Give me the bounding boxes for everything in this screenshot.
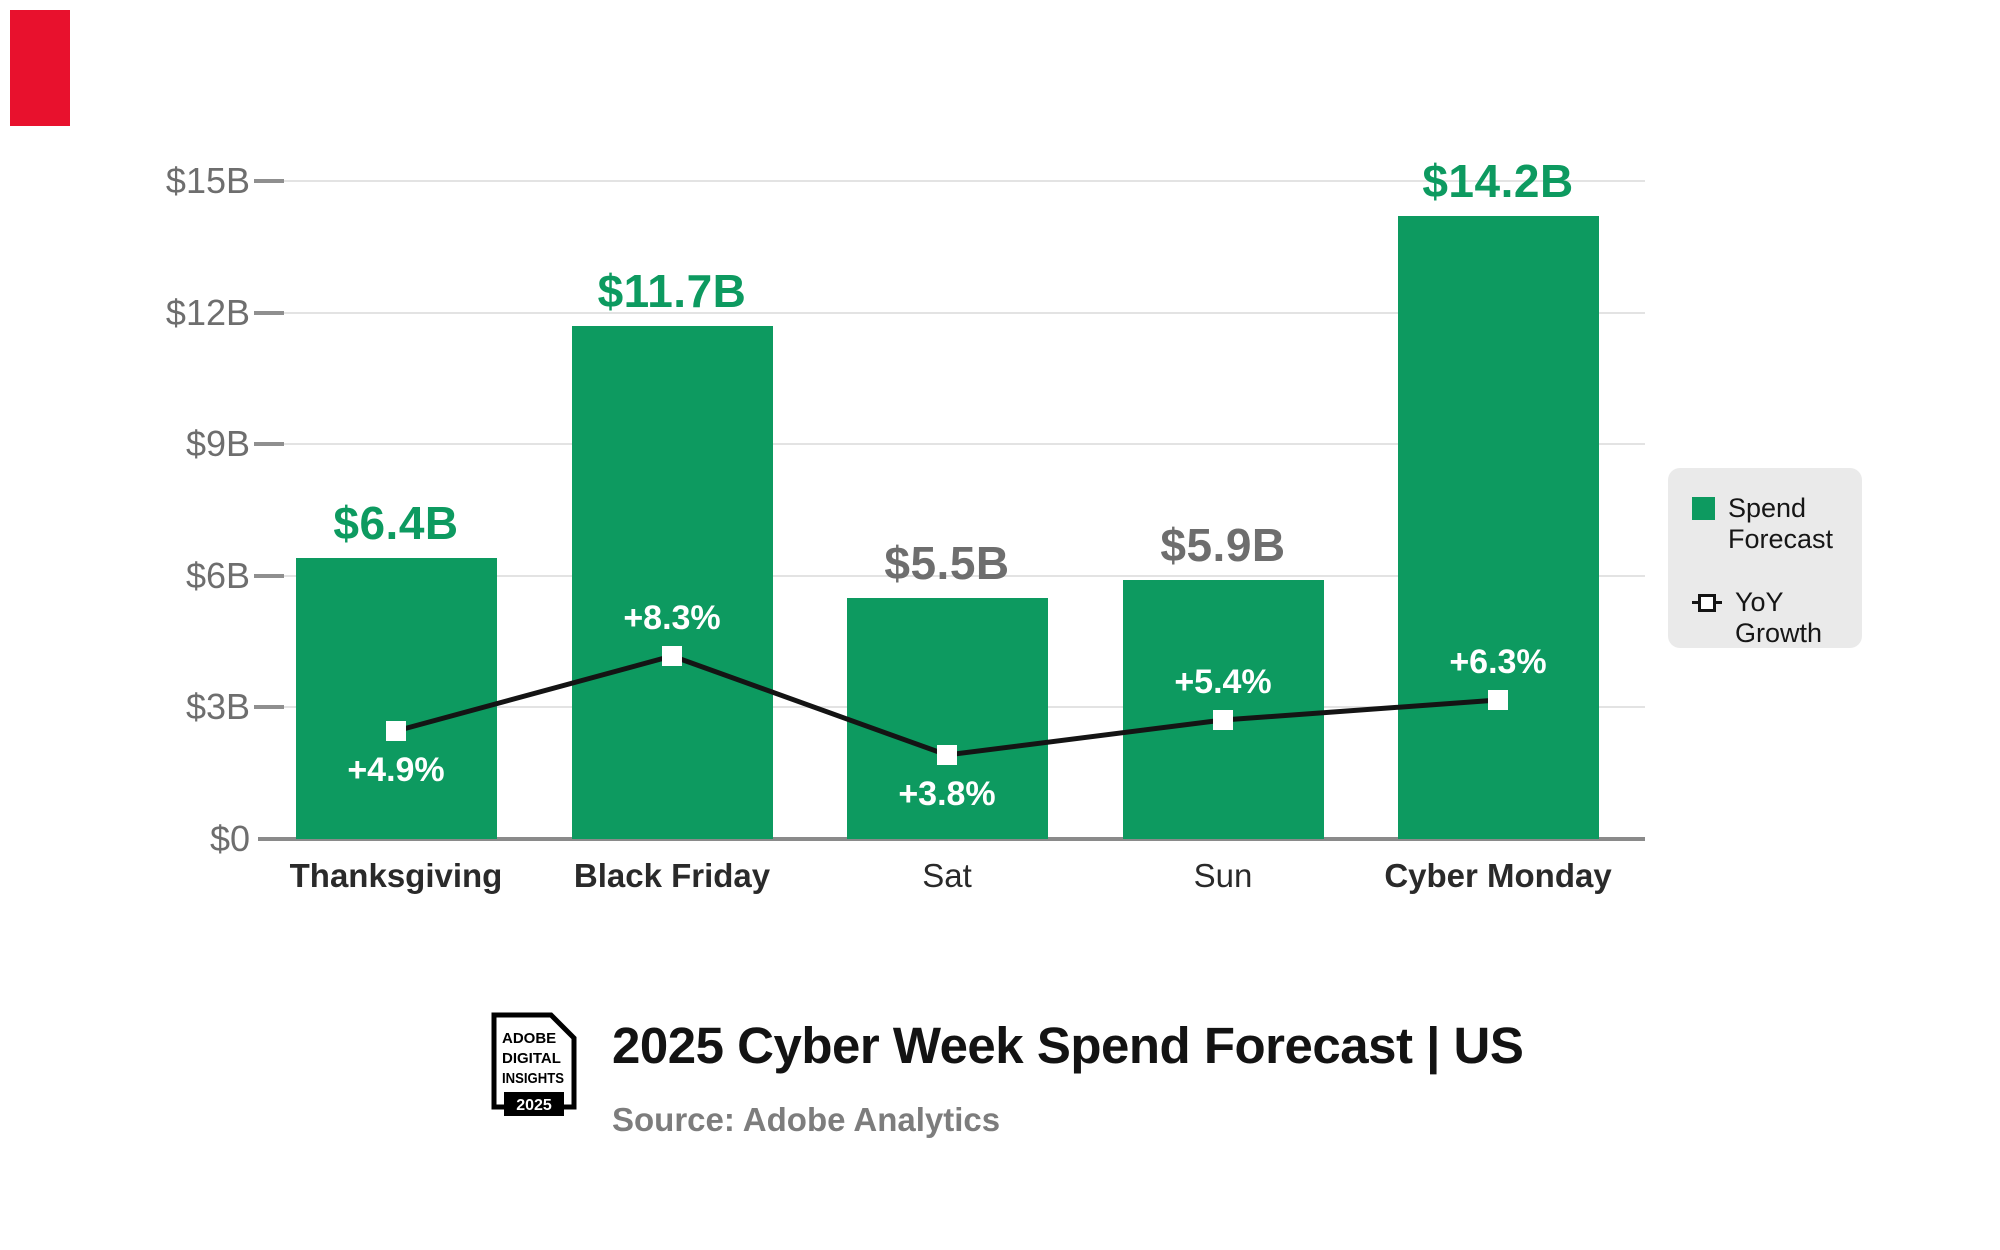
y-axis-tick (254, 311, 284, 315)
bar (296, 558, 497, 839)
yoy-marker (1488, 690, 1508, 710)
category-label: Cyber Monday (1384, 857, 1612, 894)
adobe-digital-insights-logo: ADOBE DIGITAL INSIGHTS 2025 (491, 1012, 577, 1116)
legend-item-spend-forecast: Spend Forecast (1668, 468, 1862, 555)
y-axis-tick-label: $0 (209, 818, 250, 859)
red-marker (10, 10, 70, 126)
growth-label: +4.9% (347, 751, 445, 789)
x-axis-line (258, 837, 1645, 841)
y-axis-tick (254, 442, 284, 446)
y-axis-tick-label: $6B (185, 555, 250, 596)
bar-value-label: $5.9B (1160, 519, 1286, 571)
y-axis-tick-label: $3B (185, 686, 250, 727)
bar-value-label: $11.7B (597, 265, 747, 317)
y-axis-tick (254, 705, 284, 709)
bar-value-label: $14.2B (1422, 155, 1574, 207)
growth-label: +5.4% (1174, 663, 1272, 701)
category-label: Black Friday (573, 857, 771, 894)
growth-label: +3.8% (898, 775, 996, 813)
bar (847, 598, 1048, 839)
page-title: 2025 Cyber Week Spend Forecast | US (612, 1017, 1524, 1074)
yoy-marker (386, 721, 406, 741)
yoy-square-icon (1698, 594, 1716, 612)
y-axis-tick-label: $9B (185, 423, 250, 464)
growth-label: +6.3% (1449, 643, 1547, 681)
y-axis-tick-label: $15B (165, 160, 250, 201)
category-label: Sat (922, 857, 972, 894)
category-label: Thanksgiving (289, 857, 503, 894)
grid-line (258, 443, 1645, 445)
legend-item-yoy-growth: YoY Growth (1668, 587, 1862, 649)
spend-forecast-swatch-icon (1692, 497, 1715, 520)
logo-line3: INSIGHTS (502, 1070, 564, 1087)
legend: Spend Forecast YoY Growth (1668, 468, 1862, 648)
y-axis-tick (254, 574, 284, 578)
legend-label-spend-forecast: Spend Forecast (1728, 493, 1834, 554)
yoy-marker (937, 745, 957, 765)
source-caption: Source: Adobe Analytics (612, 1101, 1001, 1138)
logo-outline (491, 1012, 577, 1110)
grid-line (258, 180, 1645, 182)
logo-line2: DIGITAL (502, 1050, 561, 1067)
y-axis-tick (254, 179, 284, 183)
bar (1123, 580, 1324, 839)
grid-line (258, 312, 1645, 314)
yoy-marker (1213, 710, 1233, 730)
yoy-marker (662, 646, 682, 666)
bar-value-label: $5.5B (884, 537, 1010, 589)
grid-line (258, 575, 1645, 577)
y-axis-tick-label: $12B (165, 292, 250, 333)
yoy-growth-marker-icon (1692, 594, 1722, 612)
bar (572, 326, 773, 839)
logo-line1: ADOBE (502, 1030, 556, 1047)
legend-label-yoy-growth: YoY Growth (1735, 587, 1823, 648)
logo-year-band (504, 1092, 564, 1116)
category-label: Sun (1193, 857, 1253, 894)
bar-value-label: $6.4B (333, 497, 459, 549)
logo-year: 2025 (516, 1097, 552, 1114)
bar (1398, 216, 1599, 839)
growth-label: +8.3% (623, 599, 721, 637)
